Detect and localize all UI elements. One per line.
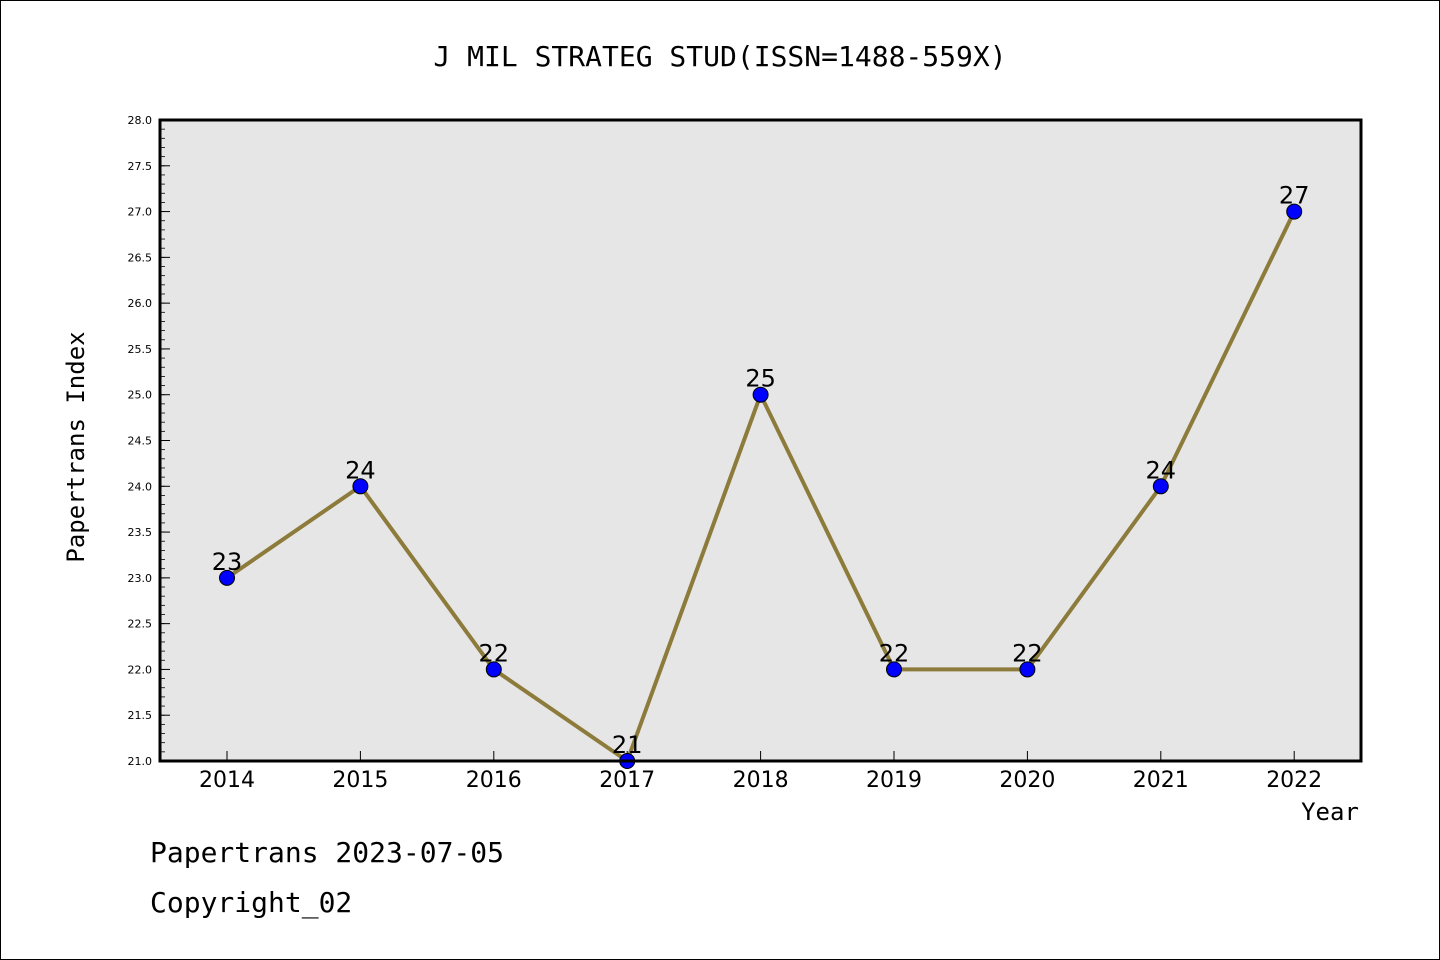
y-tick-label: 21.0	[128, 755, 153, 768]
data-label: 22	[479, 639, 510, 667]
x-tick-label: 2019	[866, 768, 922, 793]
y-tick-label: 23.5	[128, 526, 153, 539]
y-tick-label: 25.0	[128, 389, 153, 402]
plot-border	[158, 118, 1363, 763]
data-point-marker	[752, 386, 769, 403]
y-tick-label: 21.5	[128, 709, 153, 722]
x-axis-title: Year	[1301, 798, 1359, 826]
y-tick-label: 26.0	[128, 297, 153, 310]
data-point-marker	[1286, 203, 1303, 220]
x-tick-label: 2016	[466, 768, 522, 793]
y-tick-label: 28.0	[128, 114, 153, 127]
footer-copyright: Copyright_02	[150, 886, 353, 919]
y-tick-label: 27.5	[128, 160, 153, 173]
x-tick-label: 2017	[599, 768, 655, 793]
data-point-marker	[1152, 478, 1169, 495]
data-point-marker	[485, 661, 502, 678]
y-tick-labels: 21.0 21.5 22.0 22.5 23.0 23.5 24.0 24.5 25.0 25.5…	[128, 114, 153, 768]
y-tick-label: 26.5	[128, 251, 153, 264]
plot-area	[160, 120, 1361, 761]
x-tick-labels: 2014 2015 2016 2017 2018 2019 2020 2021 2022	[199, 768, 1322, 793]
data-point-marker	[352, 478, 369, 495]
y-tick-label: 25.5	[128, 343, 153, 356]
x-tick-label: 2022	[1266, 768, 1322, 793]
data-label: 24	[345, 456, 376, 484]
y-tick-label: 24.0	[128, 480, 153, 493]
data-label: 22	[879, 639, 910, 667]
data-labels: 23 24 22 21 25 22 22 24 27	[212, 182, 1310, 759]
chart-title: J MIL STRATEG STUD(ISSN=1488-559X)	[433, 40, 1006, 73]
x-tick-label: 2021	[1133, 768, 1189, 793]
y-tick-label: 24.5	[128, 435, 153, 448]
data-label: 21	[612, 731, 643, 759]
data-point-marker	[886, 661, 902, 678]
y-tick-label: 23.0	[128, 572, 153, 585]
data-label: 25	[745, 365, 776, 393]
x-tick-label: 2020	[999, 768, 1055, 793]
y-tick-label: 22.5	[128, 618, 153, 631]
x-tick-label: 2014	[199, 768, 255, 793]
data-label: 24	[1146, 456, 1177, 484]
x-tick-label: 2018	[733, 768, 789, 793]
data-label: 23	[212, 548, 243, 576]
data-markers	[219, 203, 1303, 769]
data-label: 27	[1279, 182, 1310, 210]
y-tick-label: 27.0	[128, 206, 153, 219]
y-tick-label: 22.0	[128, 663, 153, 676]
data-point-marker	[219, 569, 235, 586]
x-tick-marks	[226, 751, 1295, 761]
data-point-marker	[1019, 661, 1036, 678]
y-axis-title: Papertrans Index	[62, 331, 90, 562]
data-label: 22	[1012, 639, 1043, 667]
footer-date: Papertrans 2023-07-05	[150, 836, 505, 869]
x-tick-label: 2015	[332, 768, 388, 793]
